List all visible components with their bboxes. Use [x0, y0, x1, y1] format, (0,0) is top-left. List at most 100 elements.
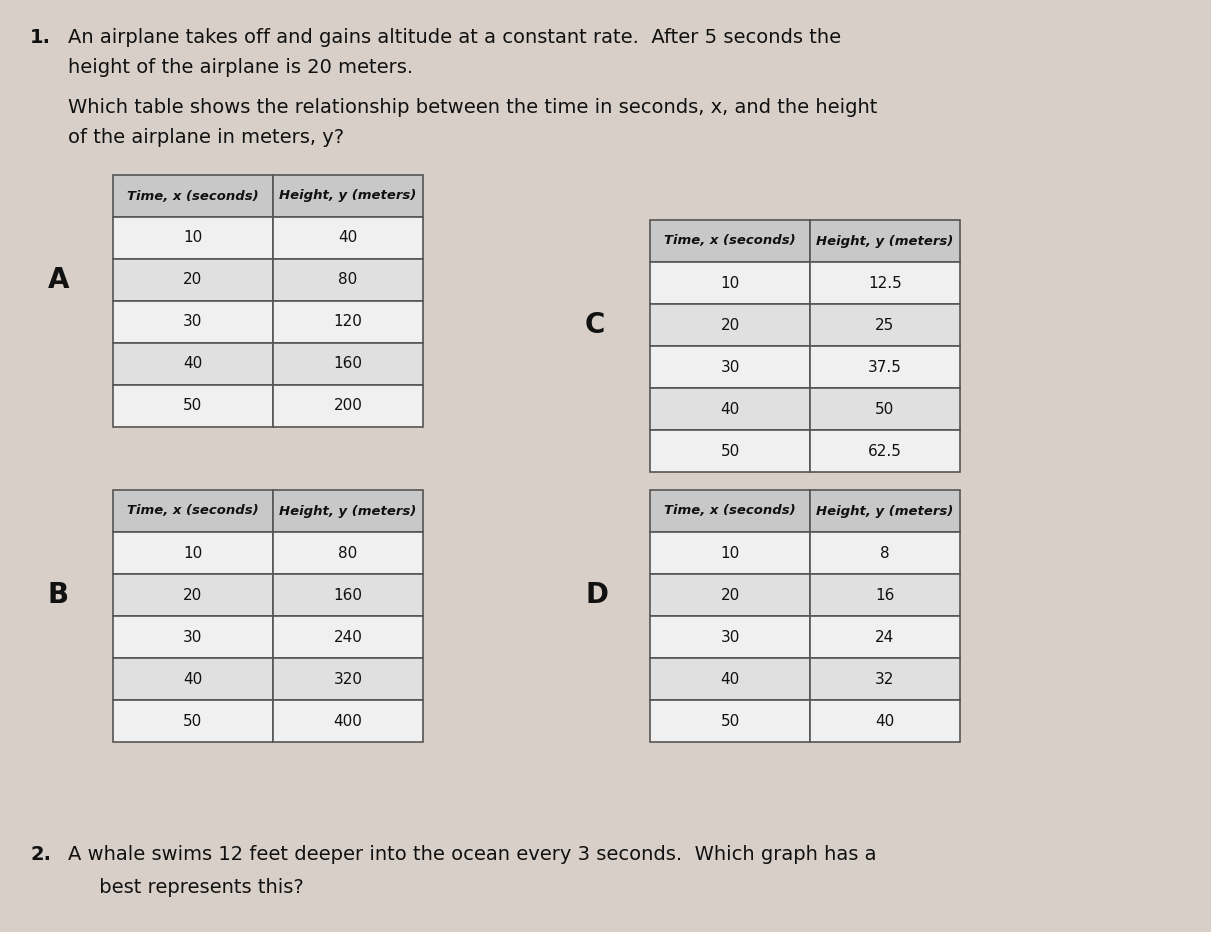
Bar	[650, 532, 810, 574]
Bar	[272, 175, 423, 217]
Text: 1.: 1.	[30, 28, 51, 47]
Text: 10: 10	[721, 276, 740, 291]
Bar	[272, 259, 423, 301]
Bar	[272, 658, 423, 700]
Text: 400: 400	[333, 714, 362, 729]
Bar	[810, 574, 960, 616]
Bar	[650, 490, 810, 532]
Text: 2.: 2.	[30, 845, 51, 864]
Bar	[810, 700, 960, 742]
Text: 20: 20	[721, 318, 740, 333]
Bar	[650, 262, 810, 304]
Text: C: C	[585, 311, 606, 339]
Bar	[272, 532, 423, 574]
Bar	[272, 301, 423, 343]
Text: 40: 40	[183, 357, 202, 372]
Bar	[113, 490, 272, 532]
Bar	[810, 658, 960, 700]
Text: 40: 40	[721, 402, 740, 417]
Text: 25: 25	[876, 318, 895, 333]
Bar	[272, 217, 423, 259]
Bar	[113, 259, 272, 301]
Text: 10: 10	[721, 545, 740, 560]
Bar	[810, 532, 960, 574]
Bar	[113, 574, 272, 616]
Text: 10: 10	[183, 545, 202, 560]
Text: 120: 120	[333, 314, 362, 330]
Bar	[272, 343, 423, 385]
Bar	[650, 616, 810, 658]
Bar	[810, 490, 960, 532]
Text: 40: 40	[183, 671, 202, 687]
Bar	[113, 532, 272, 574]
Bar	[272, 574, 423, 616]
Bar	[650, 388, 810, 430]
Bar	[113, 385, 272, 427]
Text: D: D	[585, 581, 608, 609]
Bar	[113, 301, 272, 343]
Text: Height, y (meters): Height, y (meters)	[816, 235, 953, 248]
Text: 37.5: 37.5	[868, 360, 902, 375]
Text: 30: 30	[183, 629, 202, 645]
Bar	[650, 304, 810, 346]
Text: 40: 40	[338, 230, 357, 245]
Bar	[650, 346, 810, 388]
Text: 30: 30	[183, 314, 202, 330]
Text: 160: 160	[333, 587, 362, 602]
Text: 80: 80	[338, 545, 357, 560]
Text: 32: 32	[876, 671, 895, 687]
Bar	[650, 220, 810, 262]
Text: 8: 8	[880, 545, 890, 560]
Text: 50: 50	[876, 402, 895, 417]
Text: 16: 16	[876, 587, 895, 602]
Bar	[810, 304, 960, 346]
Bar	[810, 220, 960, 262]
Text: Height, y (meters): Height, y (meters)	[816, 504, 953, 517]
Text: Time, x (seconds): Time, x (seconds)	[664, 235, 796, 248]
Bar	[810, 346, 960, 388]
Text: 50: 50	[721, 444, 740, 459]
Text: 30: 30	[721, 629, 740, 645]
Text: 200: 200	[333, 399, 362, 414]
Bar	[113, 616, 272, 658]
Text: 12.5: 12.5	[868, 276, 902, 291]
Text: Which table shows the relationship between the time in seconds, x, and the heigh: Which table shows the relationship betwe…	[68, 98, 878, 117]
Text: 10: 10	[183, 230, 202, 245]
Bar	[113, 217, 272, 259]
Bar	[113, 175, 272, 217]
Text: height of the airplane is 20 meters.: height of the airplane is 20 meters.	[68, 58, 413, 77]
Text: An airplane takes off and gains altitude at a constant rate.  After 5 seconds th: An airplane takes off and gains altitude…	[68, 28, 842, 47]
Bar	[650, 430, 810, 472]
Bar	[272, 616, 423, 658]
Text: Time, x (seconds): Time, x (seconds)	[127, 504, 259, 517]
Text: 50: 50	[183, 399, 202, 414]
Bar	[650, 574, 810, 616]
Text: 20: 20	[183, 272, 202, 287]
Text: 40: 40	[876, 714, 895, 729]
Text: best represents this?: best represents this?	[68, 878, 304, 897]
Bar	[810, 388, 960, 430]
Text: 240: 240	[333, 629, 362, 645]
Text: Height, y (meters): Height, y (meters)	[280, 504, 417, 517]
Bar	[113, 658, 272, 700]
Bar	[272, 700, 423, 742]
Bar	[272, 385, 423, 427]
Text: Time, x (seconds): Time, x (seconds)	[127, 189, 259, 202]
Text: 50: 50	[183, 714, 202, 729]
Text: 24: 24	[876, 629, 895, 645]
Bar	[113, 700, 272, 742]
Bar	[810, 430, 960, 472]
Bar	[272, 490, 423, 532]
Text: 160: 160	[333, 357, 362, 372]
Bar	[810, 616, 960, 658]
Bar	[810, 262, 960, 304]
Text: 20: 20	[721, 587, 740, 602]
Text: of the airplane in meters, y?: of the airplane in meters, y?	[68, 128, 344, 147]
Bar	[113, 343, 272, 385]
Text: B: B	[48, 581, 69, 609]
Text: 320: 320	[333, 671, 362, 687]
Bar	[650, 658, 810, 700]
Text: Time, x (seconds): Time, x (seconds)	[664, 504, 796, 517]
Text: A whale swims 12 feet deeper into the ocean every 3 seconds.  Which graph has a: A whale swims 12 feet deeper into the oc…	[68, 845, 877, 864]
Bar	[650, 700, 810, 742]
